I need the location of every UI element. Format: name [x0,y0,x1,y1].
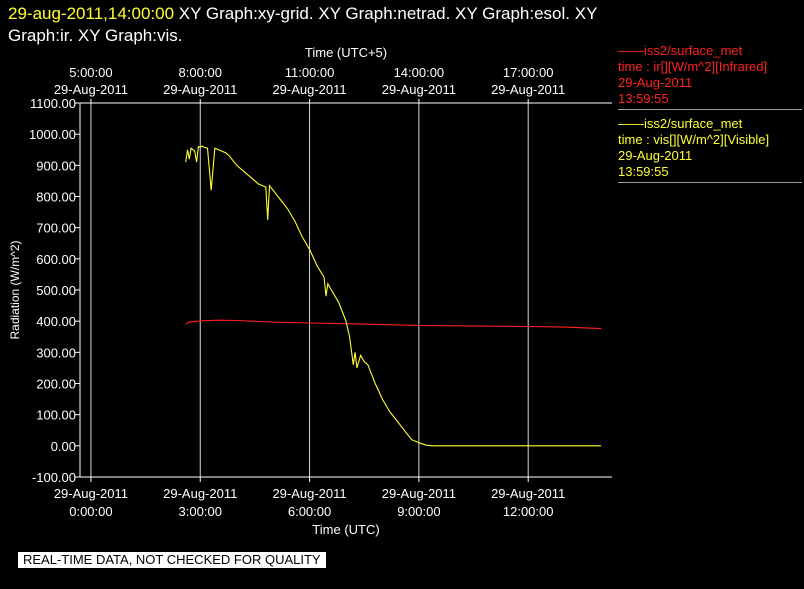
x-tick-label-date: 29-Aug-2011 [272,486,346,501]
legend-ir-label: ——iss2/surface_met [618,43,743,58]
x-tick-label-date: 29-Aug-2011 [163,486,237,501]
x-tick-label-time: 9:00:00 [397,504,440,519]
y-tick-label: 900.00 [36,158,76,173]
y-tick-label: 400.00 [36,314,76,329]
y-tick-label: 1100.00 [30,96,76,111]
x-tick-label-time: 3:00:00 [179,504,222,519]
x2-tick-label-time: 8:00:00 [179,65,222,80]
grid [90,103,529,477]
title-bar: 29-aug-2011,14:00:00 XY Graph:xy-grid. X… [8,3,608,47]
plot-frame [79,102,612,478]
y-tick-label: 700.00 [36,221,76,236]
x2-tick-label-date: 29-Aug-2011 [382,82,456,97]
legend-vis-date: 29-Aug-2011 [618,148,693,163]
top-axis-label: Time (UTC+5) [305,45,387,60]
x2-tick-label-time: 14:00:00 [394,65,445,80]
y-tick-label: 200.00 [36,377,76,392]
x-tick-label-time: 12:00:00 [503,504,554,519]
legend-vis-field: time : vis[][W/m^2][Visible] [618,132,770,147]
x2-tick-label-date: 29-Aug-2011 [54,82,128,97]
y-tick-label: 100.00 [36,408,76,423]
timestamp: 29-aug-2011,14:00:00 [8,4,175,23]
legend-ir-time: 13:59:55 [618,91,669,106]
x-tick-label-date: 29-Aug-2011 [491,486,565,501]
x2-tick-label-date: 29-Aug-2011 [163,82,237,97]
x-tick-label-date: 29-Aug-2011 [54,486,128,501]
y-tick-label: 1000.00 [29,127,76,142]
vis-series-line [185,145,602,447]
axes: 1100.00 1000.00 900.00 800.00 700.00 600.00 50… [29,65,565,519]
legend-vis-label: ——iss2/surface_met [618,116,743,131]
legend-vis: ——iss2/surface_met time : vis[][W/m^2][V… [618,116,802,183]
y-tick-label: 300.00 [36,345,76,360]
ir-series-line [185,319,602,330]
x2-tick-label-time: 11:00:00 [285,65,335,80]
x-tick-label-time: 0:00:00 [69,504,112,519]
x2-tick-label-date: 29-Aug-2011 [272,82,346,97]
y-tick-label: 0.00 [51,439,76,454]
quality-banner: REAL-TIME DATA, NOT CHECKED FOR QUALITY [18,552,326,568]
x2-tick-label-time: 5:00:00 [69,65,112,80]
legend-ir: ——iss2/surface_met time : ir[][W/m^2][In… [618,43,802,110]
vis-series-group [185,145,602,447]
x-tick-label-time: 6:00:00 [288,504,331,519]
graph-titles: XY Graph:xy-grid. XY Graph:netrad. XY Gr… [8,4,598,45]
y-axis-label: Radiation (W/m^2) [8,241,22,340]
x-axis-label: Time (UTC) [312,522,379,537]
x-tick-label-date: 29-Aug-2011 [382,486,456,501]
legend-vis-time: 13:59:55 [618,164,669,179]
y-tick-label: 500.00 [36,283,76,298]
x2-tick-label-time: 17:00:00 [503,65,554,80]
legend-ir-date: 29-Aug-2011 [618,75,693,90]
legend-ir-field: time : ir[][W/m^2][Infrared] [618,59,768,74]
y-tick-label: 800.00 [36,190,76,205]
y-tick-label: 600.00 [36,252,76,267]
x2-tick-label-date: 29-Aug-2011 [491,82,565,97]
ir-series-group [185,319,602,330]
y-tick-label: -100.00 [32,470,76,485]
